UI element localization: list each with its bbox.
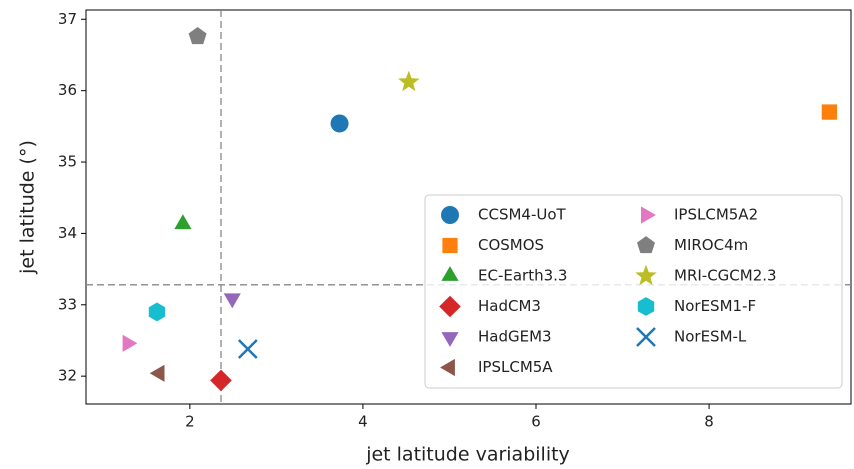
legend-marker (439, 295, 461, 318)
legend-label: COSMOS (478, 236, 544, 254)
marker (122, 334, 138, 352)
legend-label: NorESM1-F (674, 297, 756, 315)
legend-label: CCSM4-UoT (478, 206, 567, 224)
y-tick-label: 32 (58, 367, 77, 385)
marker (821, 104, 837, 120)
marker (188, 27, 207, 45)
legend-marker (635, 264, 657, 286)
marker (210, 369, 232, 392)
legend-marker (442, 237, 458, 254)
x-tick-label: 8 (704, 413, 714, 431)
legend-label: IPSLCM5A2 (674, 206, 758, 224)
marker (223, 293, 241, 309)
y-tick-label: 35 (58, 153, 77, 171)
marker (148, 302, 166, 322)
x-tick-label: 2 (185, 413, 195, 431)
legend-marker (441, 206, 459, 224)
legend-marker (441, 332, 459, 347)
legend-label: MIROC4m (674, 236, 748, 254)
legend-marker (637, 236, 655, 254)
marker (237, 339, 258, 359)
legend-marker (440, 358, 455, 377)
y-tick-label: 34 (58, 224, 77, 242)
legend-label: HadGEM3 (478, 328, 552, 346)
y-tick-label: 33 (58, 295, 77, 313)
y-tick-label: 37 (58, 10, 77, 28)
legend-marker (637, 297, 655, 316)
marker (398, 70, 420, 92)
y-tick-label: 36 (58, 81, 77, 99)
legend-label: HadCM3 (478, 297, 541, 315)
marker (330, 114, 349, 133)
legend-box (424, 194, 843, 389)
marker (174, 214, 192, 230)
x-axis-label: jet latitude variability (365, 444, 570, 466)
legend-label: EC-Earth3.3 (478, 267, 567, 285)
legend-marker (641, 206, 656, 224)
y-axis-label: jet latitude (°) (17, 140, 39, 275)
x-tick-label: 4 (358, 413, 368, 431)
plot-frame (85, 9, 852, 405)
legend-marker (636, 327, 656, 347)
legend-marker (441, 266, 459, 281)
x-tick-label: 6 (531, 413, 541, 431)
legend-label: IPSLCM5A (478, 358, 553, 376)
marker (149, 364, 165, 382)
legend-label: MRI-CGCM2.3 (674, 267, 777, 285)
legend-label: NorESM-L (674, 328, 747, 346)
